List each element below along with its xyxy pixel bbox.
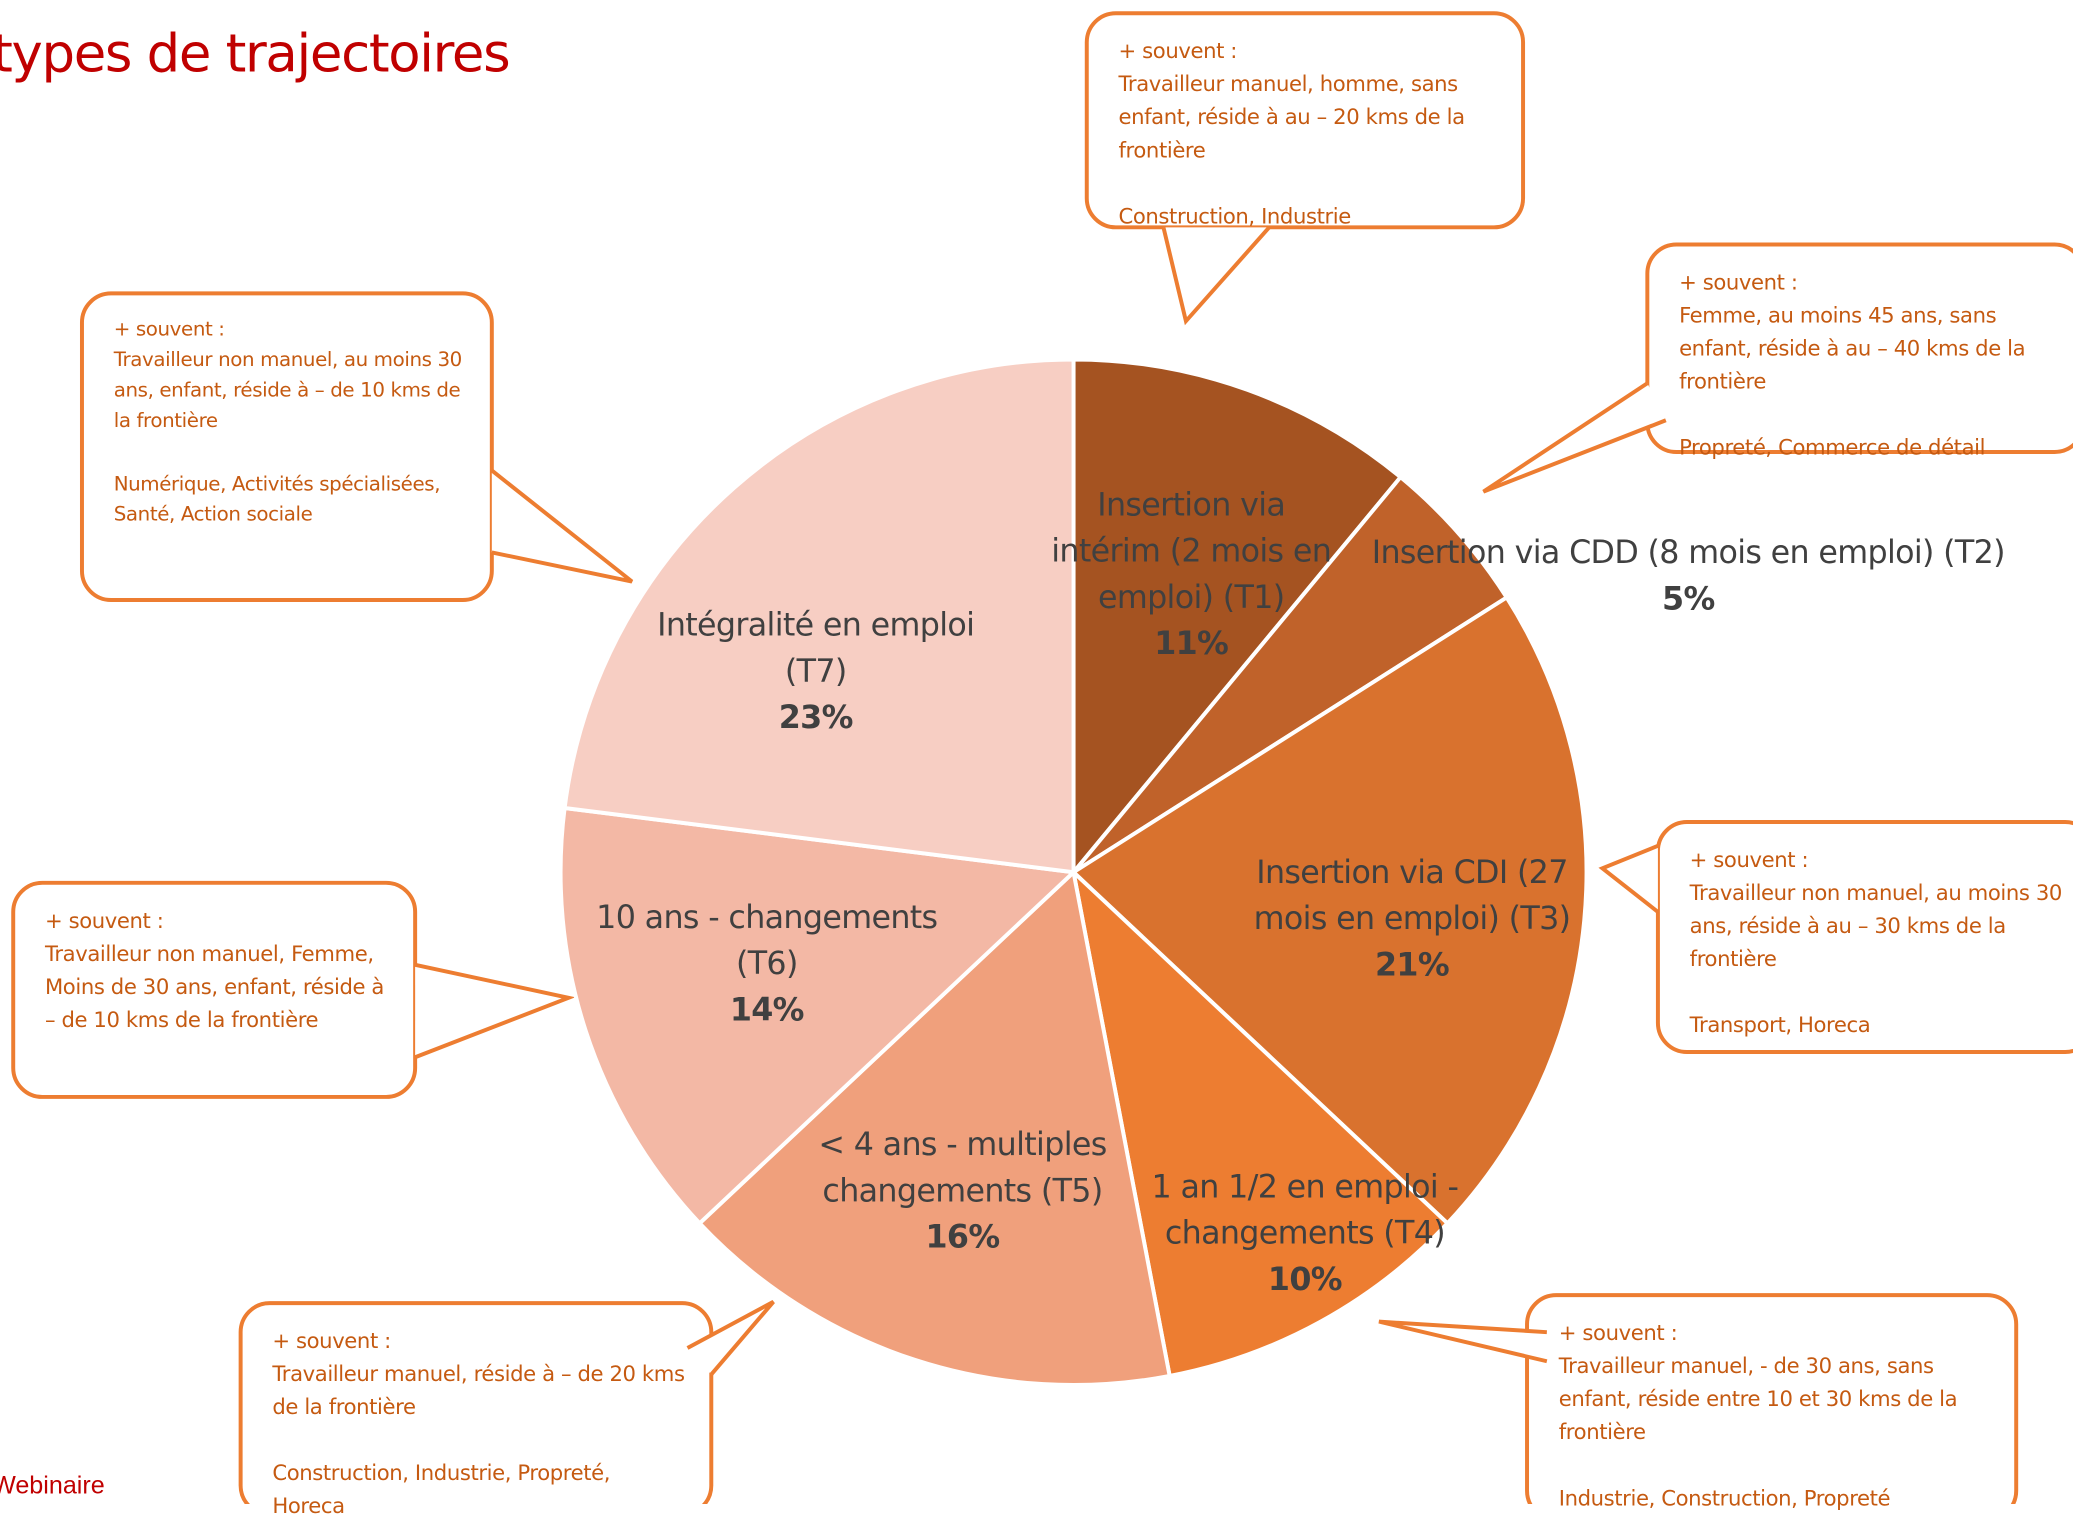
callout-tail xyxy=(1482,381,1667,494)
callout-box xyxy=(11,880,418,1099)
callout-heading: + souvent : xyxy=(113,317,225,341)
callout-tail xyxy=(686,1300,775,1376)
slice-label: 1 an 1/2 en emploi - changements (T4) 10% xyxy=(1140,1164,1471,1303)
callout-heading: + souvent : xyxy=(44,907,164,934)
slice-label: Insertion via CDI (27 mois en emploi) (T… xyxy=(1247,850,1578,989)
slice-value: 16% xyxy=(925,1218,1000,1256)
slice-value: 21% xyxy=(1375,946,1450,984)
callout-box xyxy=(1525,1293,2019,1504)
callout: + souvent : Travailleur non manuel, au mo… xyxy=(114,315,466,530)
callout-tail xyxy=(1378,1319,1548,1364)
callout-profile: Travailleur manuel, homme, sans enfant, … xyxy=(1118,71,1465,163)
slice-value: 23% xyxy=(778,699,854,737)
callout-profile: Travailleur non manuel, au moins 30 ans,… xyxy=(113,347,463,433)
callout-profile: Travailleur non manuel, Femme, Moins de … xyxy=(44,940,384,1033)
callout-heading: + souvent : xyxy=(1558,1320,1678,1346)
callout-profile: Travailleur non manuel, au moins 30 ans,… xyxy=(1689,880,2063,972)
pie-slice xyxy=(1071,357,1404,878)
slice-name: Insertion via CDI (27 mois en emploi) (T… xyxy=(1253,853,1571,938)
callout-heading: + souvent : xyxy=(1679,269,1798,295)
callout-box xyxy=(238,1301,714,1504)
slice-name: Insertion via CDD (8 mois en emploi) (T2… xyxy=(1371,533,2006,571)
callout-sectors: Propreté, Commerce de détail xyxy=(1679,434,1986,460)
callout-box xyxy=(1084,11,1526,230)
pie-slice xyxy=(1070,866,1451,1379)
slice-name: 1 an 1/2 en emploi - changements (T4) xyxy=(1151,1168,1459,1252)
slice-name: Intégralité en emploi (T7) xyxy=(657,606,975,690)
callout: + souvent : Travailleur manuel, réside à … xyxy=(272,1324,685,1522)
callout: + souvent : Travailleur manuel, - de 30 a… xyxy=(1559,1316,1990,1514)
callout-tail xyxy=(414,962,576,1060)
callout-tail xyxy=(1598,843,1660,914)
callout-sectors: Construction, Industrie, Propreté, Horec… xyxy=(272,1460,611,1519)
slice-value: 10% xyxy=(1267,1260,1343,1298)
callout-profile: Travailleur manuel, - de 30 ans, sans en… xyxy=(1558,1353,1958,1445)
callout: + souvent : Travailleur manuel, homme, sa… xyxy=(1118,34,1496,232)
pie-slice xyxy=(558,805,1078,1227)
callout-box xyxy=(79,291,494,602)
slice-value: 14% xyxy=(729,991,805,1029)
chart-title: types de trajectoires xyxy=(0,23,511,85)
callout-heading: + souvent : xyxy=(272,1328,391,1354)
callout-sectors: Industrie, Construction, Propreté xyxy=(1558,1485,1891,1511)
callout-sectors: Construction, Industrie xyxy=(1118,203,1351,229)
slice-label: < 4 ans - multiples changements (T5) 16% xyxy=(810,1122,1114,1261)
slice-name: 10 ans - changements (T6) xyxy=(596,898,938,982)
slice-name: < 4 ans - multiples changements (T5) xyxy=(818,1126,1107,1210)
slice-label: Insertion via intérim (2 mois en emploi)… xyxy=(1046,482,1337,667)
callout-sectors: Numérique, Activités spécialisées, Santé… xyxy=(113,471,441,526)
pie-slice xyxy=(1070,594,1589,1227)
callout-profile: Femme, au moins 45 ans, sans enfant, rés… xyxy=(1679,302,2026,394)
slice-value: 5% xyxy=(1662,580,1715,618)
callout: + souvent : Femme, au moins 45 ans, sans … xyxy=(1679,266,2057,464)
slice-name: Insertion via intérim (2 mois en emploi)… xyxy=(1051,486,1332,616)
pie-slice xyxy=(562,357,1076,875)
callout-box xyxy=(1655,820,2073,1054)
slice-value: 11% xyxy=(1154,625,1229,663)
slice-label: Insertion via CDD (8 mois en emploi) (T2… xyxy=(1345,530,2032,623)
slice-label: 10 ans - changements (T6) 14% xyxy=(588,895,945,1034)
callout-tail xyxy=(1161,225,1271,326)
callout: + souvent : Travailleur non manuel, Femme… xyxy=(45,904,389,1036)
callout-box xyxy=(1645,242,2073,454)
callout-sectors: Transport, Horeca xyxy=(1689,1012,1871,1038)
callout: + souvent : Travailleur non manuel, au mo… xyxy=(1690,843,2068,1041)
callout-profile: Travailleur manuel, réside à – de 20 kms… xyxy=(272,1361,685,1420)
slice-label: Intégralité en emploi (T7) 23% xyxy=(644,603,988,742)
pie-slice xyxy=(696,868,1172,1388)
footer: Webinaire xyxy=(0,1472,105,1501)
callout-tail xyxy=(490,468,634,584)
callout-heading: + souvent : xyxy=(1118,38,1238,64)
pie-slice xyxy=(1072,474,1510,874)
callout-heading: + souvent : xyxy=(1689,847,1809,873)
